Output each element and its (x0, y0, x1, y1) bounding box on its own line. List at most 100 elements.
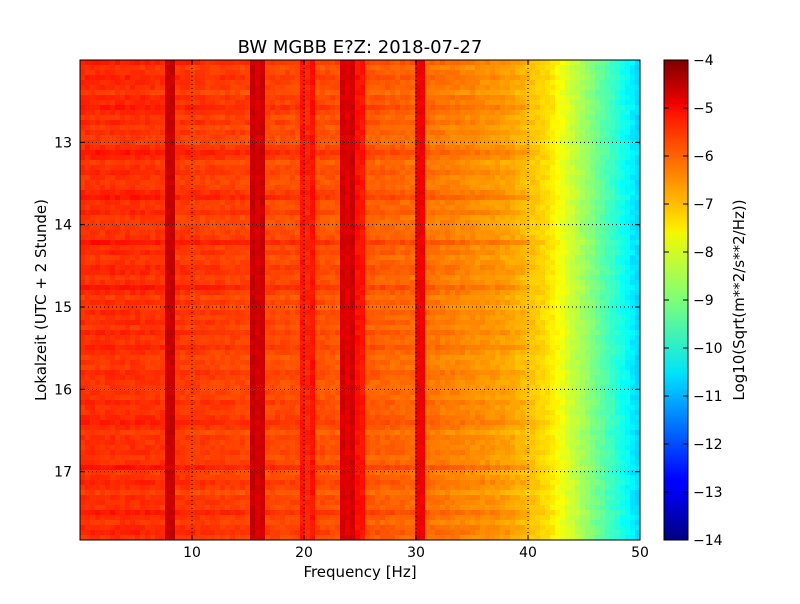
heatmap-cell (405, 190, 411, 196)
heatmap-cell (310, 260, 316, 266)
heatmap-cell (405, 150, 411, 156)
heatmap-cell (255, 160, 261, 166)
heatmap-cell (445, 150, 451, 156)
heatmap-cell (315, 205, 321, 211)
heatmap-cell (95, 95, 101, 101)
heatmap-cell (140, 255, 146, 261)
heatmap-cell (310, 125, 316, 131)
heatmap-cell (225, 170, 231, 176)
heatmap-cell (510, 90, 516, 96)
heatmap-cell (450, 270, 456, 276)
heatmap-cell (165, 225, 171, 231)
heatmap-cell (500, 190, 506, 196)
heatmap-cell (440, 270, 446, 276)
heatmap-cell (445, 155, 451, 161)
heatmap-cell (620, 225, 626, 231)
heatmap-cell (95, 145, 101, 151)
heatmap-cell (545, 60, 551, 66)
heatmap-cell (115, 255, 121, 261)
heatmap-cell (330, 210, 336, 216)
heatmap-cell (335, 260, 341, 266)
heatmap-cell (210, 170, 216, 176)
heatmap-cell (215, 200, 221, 206)
heatmap-cell (375, 230, 381, 236)
heatmap-cell (560, 240, 566, 246)
heatmap-cell (85, 180, 91, 186)
heatmap-cell (235, 190, 241, 196)
heatmap-cell (590, 95, 596, 101)
heatmap-cell (175, 130, 181, 136)
heatmap-cell (455, 110, 461, 116)
heatmap-cell (420, 250, 426, 256)
heatmap-cell (170, 105, 176, 111)
heatmap-cell (490, 260, 496, 266)
heatmap-cell (410, 110, 416, 116)
heatmap-cell (125, 220, 131, 226)
heatmap-cell (495, 85, 501, 91)
heatmap-cell (265, 80, 271, 86)
heatmap-cell (480, 115, 486, 121)
heatmap-cell (635, 195, 640, 201)
heatmap-cell (135, 165, 141, 171)
heatmap-cell (305, 275, 311, 281)
heatmap-cell (630, 205, 636, 211)
heatmap-cell (80, 230, 86, 236)
heatmap-cell (515, 140, 521, 146)
heatmap-cell (635, 240, 640, 246)
heatmap-cell (385, 145, 391, 151)
heatmap-cell (190, 275, 196, 281)
heatmap-cell (370, 160, 376, 166)
heatmap-cell (115, 175, 121, 181)
heatmap-cell (360, 135, 366, 141)
heatmap-cell (155, 80, 161, 86)
heatmap-cell (280, 180, 286, 186)
heatmap-cell (470, 275, 476, 281)
heatmap-cell (560, 245, 566, 251)
heatmap-cell (155, 115, 161, 121)
heatmap-cell (330, 200, 336, 206)
heatmap-cell (400, 195, 406, 201)
heatmap-cell (525, 75, 531, 81)
heatmap-cell (285, 190, 291, 196)
heatmap-cell (455, 105, 461, 111)
heatmap-cell (570, 150, 576, 156)
heatmap-cell (305, 155, 311, 161)
heatmap-cell (225, 120, 231, 126)
heatmap-cell (125, 250, 131, 256)
heatmap-cell (85, 75, 91, 81)
heatmap-cell (460, 140, 466, 146)
heatmap-cell (370, 65, 376, 71)
heatmap-cell (380, 90, 386, 96)
heatmap-cell (265, 110, 271, 116)
heatmap-cell (595, 90, 601, 96)
heatmap-cell (110, 105, 116, 111)
heatmap-cell (230, 195, 236, 201)
heatmap-cell (555, 125, 561, 131)
heatmap-cell (375, 215, 381, 221)
heatmap-cell (210, 255, 216, 261)
heatmap-cell (600, 175, 606, 181)
heatmap-cell (560, 145, 566, 151)
heatmap-cell (140, 75, 146, 81)
heatmap-cell (575, 165, 581, 171)
heatmap-cell (520, 270, 526, 276)
heatmap-cell (475, 65, 481, 71)
heatmap-cell (390, 120, 396, 126)
heatmap-cell (395, 130, 401, 136)
heatmap-cell (435, 225, 441, 231)
heatmap-cell (85, 140, 91, 146)
heatmap-cell (235, 130, 241, 136)
heatmap-cell (385, 190, 391, 196)
heatmap-cell (635, 150, 640, 156)
heatmap-cell (180, 210, 186, 216)
heatmap-cell (185, 240, 191, 246)
heatmap-cell (475, 155, 481, 161)
heatmap-cell (125, 215, 131, 221)
heatmap-cell (495, 265, 501, 271)
heatmap-cell (185, 100, 191, 106)
heatmap-cell (415, 60, 421, 66)
heatmap-cell (330, 280, 336, 286)
heatmap-cell (505, 95, 511, 101)
heatmap-cell (275, 150, 281, 156)
heatmap-cell (335, 255, 341, 261)
